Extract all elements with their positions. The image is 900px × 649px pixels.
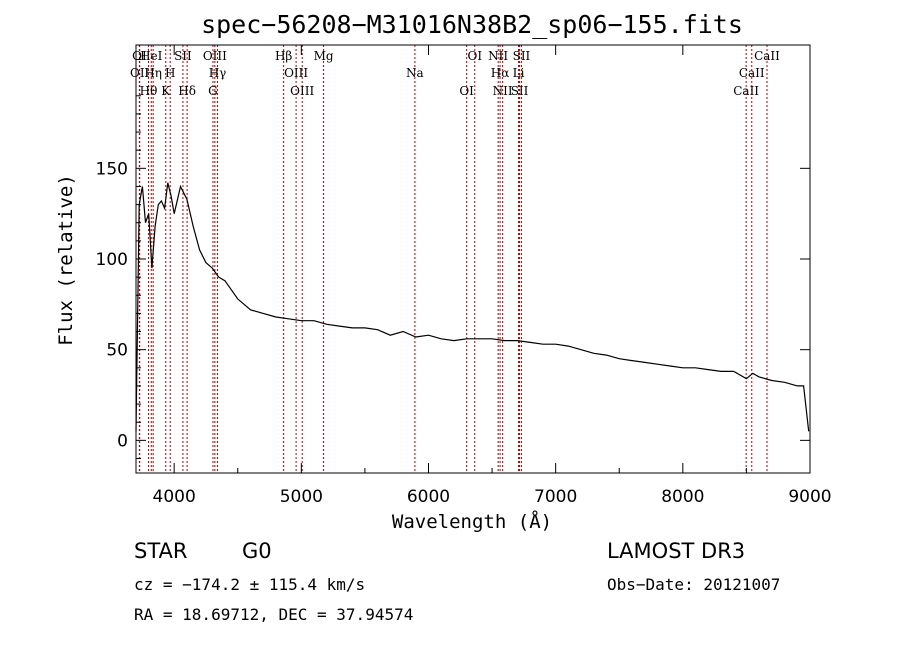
- x-tick-label: 5000: [280, 487, 323, 507]
- spectral-line-label: HeI: [140, 49, 163, 63]
- spectral-line-label: OIII: [290, 84, 314, 98]
- spectral-line-label: OIII: [203, 49, 227, 63]
- spectral-line-label: G: [208, 84, 218, 98]
- y-axis-label: Flux (relative): [55, 174, 77, 346]
- spectral-line-label: SII: [511, 84, 529, 98]
- spectral-line-label: OI: [467, 49, 482, 63]
- spectral-line-label: CaII: [739, 66, 765, 80]
- spectral-line-label: SII: [174, 49, 192, 63]
- x-tick-label: 8000: [661, 487, 704, 507]
- spectral-line-labels: OI OII Hθ HeI Hη K SII HHδ OIII Hγ G Hβ OIII OIII Mg Na…: [130, 49, 780, 98]
- x-axis-label: Wavelength (Å): [392, 510, 552, 533]
- x-tick-label: 9000: [788, 487, 831, 507]
- survey-name: LAMOST DR3: [607, 539, 745, 563]
- spectrum-series: [135, 182, 810, 432]
- spectral-line-label: NII: [488, 49, 508, 63]
- x-tick-label: 4000: [153, 487, 196, 507]
- spectral-line-label: NII: [493, 84, 513, 98]
- spectral-line-label: Li: [513, 66, 525, 80]
- x-tick-label: 7000: [534, 487, 577, 507]
- object-class: STAR: [134, 539, 187, 563]
- x-tick-label: 6000: [407, 487, 450, 507]
- spectral-line-label: CaII: [733, 84, 759, 98]
- plot-frame: [135, 44, 811, 474]
- spectral-line-label: Na: [406, 66, 424, 80]
- spectral-line-label: K: [161, 84, 171, 98]
- y-tick-label: 0: [117, 431, 128, 451]
- y-tick-label: 50: [106, 341, 128, 361]
- spectral-line-label: OI: [459, 84, 474, 98]
- axis-ticks: 4000 5000 6000 7000 8000 9000 0 50 100 150: [96, 45, 832, 507]
- spectral-line-label: Mg: [314, 49, 334, 63]
- spectral-line-label: Hδ: [178, 84, 196, 98]
- y-tick-label: 150: [96, 159, 128, 179]
- y-tick-label: 100: [96, 250, 128, 270]
- spectral-line-label: OIII: [284, 66, 308, 80]
- spectral-line-label: Hβ: [275, 49, 292, 63]
- object-subclass: G0: [242, 539, 272, 563]
- coordinates: RA = 18.69712, DEC = 37.94574: [134, 605, 413, 624]
- spectral-line-label: OII: [130, 66, 150, 80]
- obs-date: Obs−Date: 20121007: [607, 575, 780, 594]
- spectral-line-label: H: [165, 66, 175, 80]
- spectral-lines-layer: [138, 45, 768, 473]
- spectral-line-label: Hγ: [209, 66, 227, 80]
- chart-title: spec−56208−M31016N38B2_sp06−155.fits: [201, 10, 743, 39]
- spectral-line-label: Hθ: [140, 84, 158, 98]
- spectral-line-label: SII: [513, 49, 531, 63]
- spectral-line-label: Hα: [491, 66, 510, 80]
- redshift-readout: cz = −174.2 ± 115.4 km/s: [134, 575, 365, 594]
- spectral-line-label: Hη: [144, 66, 162, 80]
- spectrum-line: [135, 182, 810, 432]
- spectral-line-label: CaII: [754, 49, 780, 63]
